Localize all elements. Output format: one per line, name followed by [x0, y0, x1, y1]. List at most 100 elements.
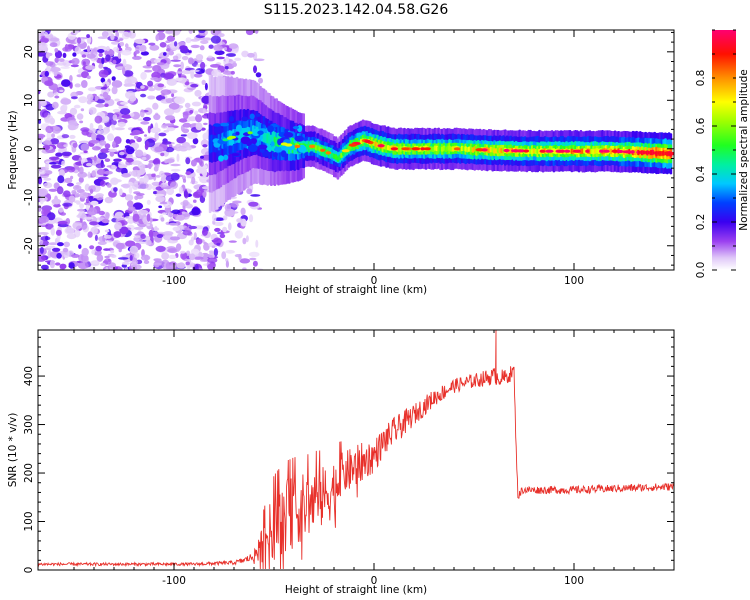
noise-blob — [182, 128, 190, 134]
noise-blob — [208, 250, 214, 253]
noise-blob — [106, 183, 112, 188]
noise-blob — [167, 248, 179, 254]
noise-blob — [154, 146, 164, 153]
noise-blob — [179, 45, 188, 51]
noise-blob — [241, 50, 249, 58]
noise-blob — [221, 251, 227, 260]
noise-blob — [152, 158, 160, 165]
noise-blob — [245, 235, 249, 243]
noise-blob — [81, 71, 89, 79]
noise-blob — [91, 249, 96, 255]
noise-blob — [120, 101, 128, 105]
ridge-blob — [261, 151, 271, 157]
noise-blob — [49, 162, 57, 165]
noise-blob — [38, 32, 42, 41]
noise-blob — [61, 79, 71, 87]
noise-blob — [146, 223, 151, 227]
noise-blob — [140, 93, 147, 98]
noise-blob — [95, 193, 104, 198]
ridge-highlight — [599, 149, 604, 153]
noise-blob — [45, 235, 49, 241]
ridge-highlight — [503, 148, 510, 153]
noise-blob — [57, 242, 64, 247]
noise-blob — [208, 44, 214, 49]
noise-blob — [154, 225, 158, 232]
noise-blob — [191, 176, 196, 185]
noise-blob — [183, 190, 188, 198]
ridge-blob — [258, 144, 268, 150]
noise-blob — [118, 257, 129, 260]
noise-blob — [77, 262, 89, 270]
noise-blob — [193, 73, 203, 78]
noise-blob — [145, 140, 150, 149]
noise-blob — [56, 186, 64, 195]
noise-blob — [203, 122, 208, 126]
noise-blob — [171, 209, 181, 215]
snr-ytick-label: 200 — [23, 463, 35, 483]
noise-blob — [64, 227, 75, 235]
ridge-blob — [251, 138, 257, 144]
noise-blob — [43, 182, 53, 189]
noise-blob — [117, 121, 126, 127]
noise-blob — [91, 146, 101, 151]
noise-blob — [134, 38, 146, 45]
noise-blob — [234, 230, 244, 239]
noise-blob — [185, 261, 190, 266]
noise-blob — [242, 237, 247, 245]
noise-blob — [122, 183, 130, 189]
noise-blob — [125, 90, 136, 100]
noise-blob — [103, 248, 110, 251]
noise-blob — [60, 212, 66, 216]
noise-blob — [45, 125, 54, 134]
noise-blob — [168, 50, 175, 56]
noise-blob — [254, 30, 259, 34]
noise-blob — [146, 60, 152, 67]
noise-blob — [83, 150, 88, 154]
noise-blob — [104, 240, 114, 243]
ridge-highlight — [523, 149, 530, 153]
noise-blob — [253, 58, 265, 62]
noise-blob — [101, 218, 110, 224]
noise-blob — [155, 195, 165, 203]
noise-blob — [110, 250, 115, 254]
noise-blob — [46, 65, 51, 72]
noise-blob — [170, 168, 181, 172]
noise-blob — [189, 253, 196, 261]
noise-blob — [72, 52, 77, 57]
noise-blob — [187, 57, 194, 65]
noise-blob — [226, 53, 236, 57]
colorbar-tick-label: 0.6 — [695, 117, 707, 134]
noise-blob — [258, 77, 263, 84]
noise-blob — [140, 254, 151, 261]
ridge-blob — [280, 150, 287, 158]
noise-blob — [62, 46, 72, 52]
noise-blob — [123, 83, 134, 87]
noise-blob — [104, 158, 111, 163]
noise-blob — [160, 217, 165, 222]
noise-blob — [87, 87, 97, 92]
noise-blob — [47, 91, 55, 98]
noise-blob — [38, 232, 49, 235]
noise-blob — [67, 166, 76, 173]
noise-blob — [213, 248, 218, 257]
snr-xlabel: Height of straight line (km) — [285, 584, 427, 596]
noise-blob — [66, 182, 74, 187]
noise-blob — [201, 79, 206, 85]
noise-blob — [130, 264, 142, 270]
noise-blob — [184, 81, 190, 86]
ridge-highlight — [611, 149, 618, 153]
noise-blob — [174, 96, 185, 105]
noise-blob — [72, 142, 78, 148]
noise-blob — [97, 49, 105, 53]
noise-blob — [81, 80, 88, 88]
ridge-tail — [645, 151, 648, 155]
noise-blob — [56, 252, 62, 259]
noise-blob — [49, 259, 56, 269]
noise-blob — [96, 169, 106, 176]
noise-blob — [154, 193, 165, 197]
snr-xtick-label: -100 — [162, 575, 186, 587]
noise-blob — [39, 38, 49, 43]
noise-blob — [175, 215, 186, 221]
noise-blob — [189, 110, 194, 114]
noise-blob — [186, 132, 198, 140]
